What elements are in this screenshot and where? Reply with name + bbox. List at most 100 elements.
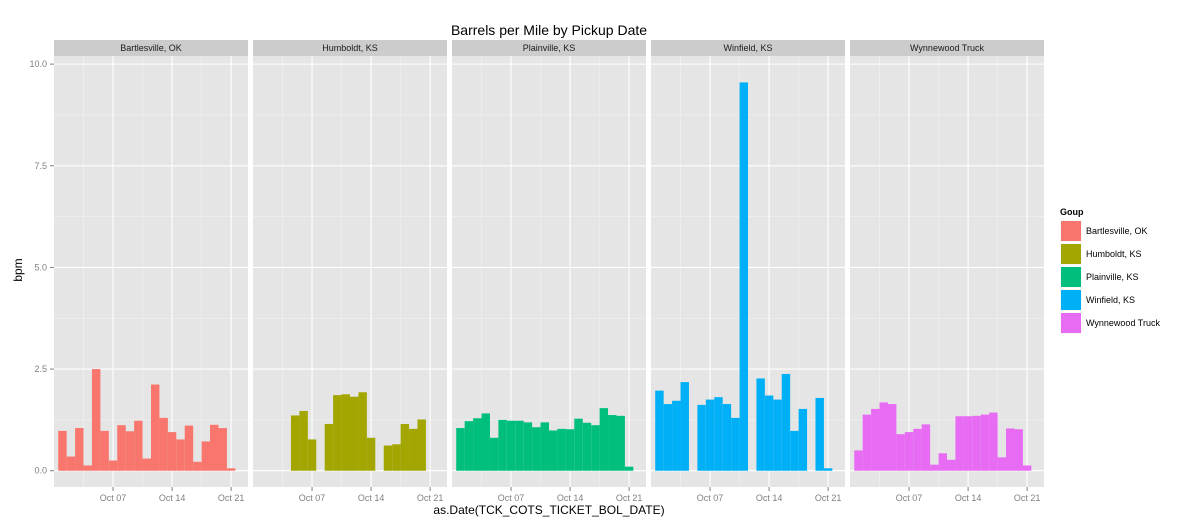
x-tick-label: Oct 07 [100, 493, 127, 503]
facet-strip-label: Bartlesville, OK [120, 43, 182, 53]
bar [624, 466, 634, 471]
facet-strip-label: Humboldt, KS [322, 43, 378, 53]
bar [599, 408, 609, 471]
legend-swatch [1061, 313, 1081, 333]
bar [400, 423, 410, 471]
bar [540, 422, 549, 471]
legend: Goup Bartlesville, OK Humboldt, KS Plainvi… [1059, 207, 1160, 335]
bar [862, 414, 872, 471]
facet-strip-label: Plainville, KS [523, 43, 576, 53]
bar [997, 457, 1007, 471]
bar [781, 373, 791, 471]
bar [184, 425, 194, 471]
y-tick-label: 5.0 [34, 262, 47, 272]
y-tick-label: 0.0 [34, 466, 47, 476]
y-tick-label: 10.0 [29, 59, 47, 69]
bar [1014, 429, 1023, 471]
bar [201, 441, 211, 471]
facet-strip [54, 40, 248, 56]
bar [574, 418, 583, 471]
x-tick-label: Oct 14 [159, 493, 186, 503]
bar [756, 378, 765, 471]
bar [226, 468, 236, 471]
bar [58, 430, 67, 471]
bar [481, 413, 490, 471]
bar [591, 425, 600, 471]
legend-label: Wynnewood Truck [1086, 318, 1160, 328]
bar [739, 82, 748, 471]
bar [764, 395, 774, 471]
bar [299, 410, 308, 471]
bar [456, 428, 465, 471]
facet-panel: Bartlesville, OK Oct 07 Oct 14 Oct 21 [54, 40, 248, 503]
x-tick-label: Oct 21 [616, 493, 643, 503]
x-tick-label: Oct 07 [697, 493, 724, 503]
bar [608, 415, 617, 471]
bar [913, 428, 922, 471]
bar [523, 422, 533, 471]
facet-panel: Humboldt, KS Oct 07 Oct 14 Oct 21 [253, 40, 447, 503]
bar [358, 392, 367, 471]
bar [100, 430, 109, 471]
bar [350, 396, 359, 471]
bar [307, 439, 317, 471]
bar [565, 429, 575, 471]
facet-strip [850, 40, 1044, 56]
bar [815, 397, 824, 471]
bar [904, 432, 914, 471]
bar [464, 421, 474, 471]
bar [151, 384, 160, 471]
bar [879, 402, 888, 471]
facet-strip-label: Winfield, KS [723, 43, 772, 53]
x-tick-label: Oct 14 [756, 493, 783, 503]
bar [773, 399, 782, 471]
legend-swatch [1061, 244, 1081, 264]
x-tick-label: Oct 07 [498, 493, 525, 503]
bar [532, 427, 541, 471]
bar [655, 390, 664, 471]
bar [125, 431, 135, 471]
bar [871, 408, 880, 471]
facet-strip [651, 40, 845, 56]
legend-label: Plainville, KS [1086, 272, 1139, 282]
bar [506, 420, 516, 471]
bar [66, 456, 76, 471]
bar [938, 453, 947, 471]
bar [705, 399, 715, 471]
legend-title: Goup [1060, 207, 1084, 217]
bar [392, 444, 401, 471]
bar [854, 450, 863, 471]
bar [663, 404, 673, 471]
bar [714, 397, 723, 471]
bar [218, 428, 227, 471]
bar [557, 428, 566, 471]
bar [91, 369, 101, 471]
bar [731, 417, 740, 471]
bar [210, 424, 219, 471]
bar [83, 465, 92, 471]
bar [383, 445, 393, 471]
bar [680, 382, 689, 471]
bar [921, 424, 931, 471]
legend-label: Humboldt, KS [1086, 249, 1142, 259]
bar [142, 458, 151, 471]
legend-swatch [1061, 221, 1081, 241]
bar [790, 430, 799, 471]
bar [697, 404, 706, 471]
facet-panel: Plainville, KS Oct 07 Oct 14 Oct 21 [452, 40, 646, 503]
bar [722, 404, 732, 471]
bar [989, 412, 998, 471]
bar [972, 415, 981, 471]
bar [176, 439, 185, 471]
facet-panel: Wynnewood Truck Oct 07 Oct 14 Oct 21 [850, 40, 1044, 503]
legend-label: Bartlesville, OK [1086, 226, 1148, 236]
x-tick-label: Oct 07 [299, 493, 326, 503]
bar [417, 419, 426, 471]
bar [341, 394, 350, 471]
chart-title: Barrels per Mile by Pickup Date [451, 22, 647, 38]
x-tick-label: Oct 21 [218, 493, 245, 503]
bar [947, 459, 956, 471]
bar [980, 414, 990, 471]
bar [498, 419, 507, 471]
